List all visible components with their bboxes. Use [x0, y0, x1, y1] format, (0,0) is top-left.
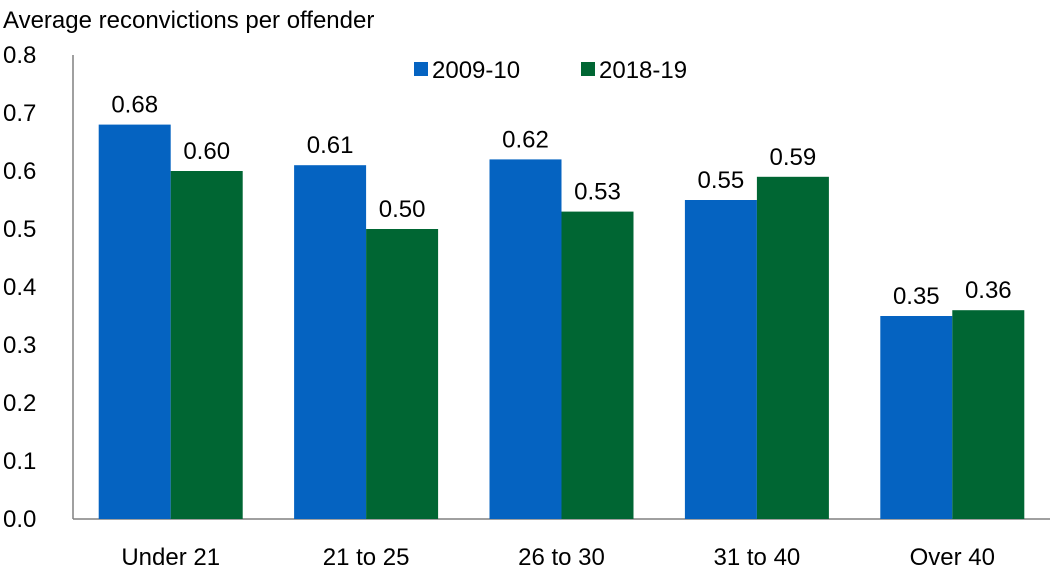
bar-data-label: 0.36 — [965, 277, 1012, 304]
x-axis-labels: Under 21 21 to 25 26 to 30 31 to 40 Over 40 — [121, 544, 995, 571]
bar-2009-10-under-21 — [98, 124, 171, 519]
legend: 2009-10 2018-19 — [414, 57, 687, 84]
bar-2018-19-under-21 — [170, 171, 243, 519]
legend-swatch-2018-19 — [581, 62, 595, 76]
bar-2009-10-26-to-30 — [489, 159, 562, 519]
bar-2018-19-26-to-30 — [561, 211, 634, 519]
bar-2009-10-31-to-40 — [684, 200, 757, 519]
bar-2018-19-over-40 — [952, 310, 1025, 519]
bars — [98, 124, 1025, 520]
y-tick-label: 0.2 — [3, 390, 36, 417]
legend-swatch-2009-10 — [414, 62, 428, 76]
x-tick-label: Under 21 — [121, 544, 220, 571]
y-tick-label: 0.5 — [3, 216, 36, 243]
y-tick-label: 0.1 — [3, 448, 36, 475]
x-tick-label: Over 40 — [910, 544, 995, 571]
x-tick-label: 21 to 25 — [323, 544, 410, 571]
legend-label: 2018-19 — [599, 57, 687, 84]
y-axis-title: Average reconvictions per offender — [3, 7, 374, 34]
y-tick-label: 0.7 — [3, 100, 36, 127]
bar-data-label: 0.35 — [893, 283, 940, 310]
x-tick-label: 26 to 30 — [518, 544, 605, 571]
bar-data-label: 0.68 — [111, 92, 158, 119]
bar-2018-19-31-to-40 — [756, 176, 829, 520]
bar-2009-10-21-to-25 — [294, 165, 367, 519]
legend-label: 2009-10 — [432, 57, 520, 84]
bar-labels: 0.68 0.60 0.61 0.50 0.62 0.53 0.55 0.59 0.35 0.36 — [111, 92, 1011, 310]
bar-2018-19-21-to-25 — [366, 229, 439, 519]
bar-data-label: 0.60 — [183, 138, 230, 165]
bar-data-label: 0.55 — [698, 167, 745, 194]
bar-2009-10-over-40 — [880, 316, 953, 519]
bar-data-label: 0.62 — [502, 126, 549, 153]
bar-data-label: 0.61 — [307, 132, 354, 159]
y-tick-label: 0.4 — [3, 274, 36, 301]
bar-data-label: 0.53 — [574, 179, 621, 206]
y-tick-label: 0.6 — [3, 158, 36, 185]
bar-data-label: 0.50 — [379, 196, 426, 223]
y-tick-label: 0.3 — [3, 332, 36, 359]
y-tick-label: 0.0 — [3, 506, 36, 533]
x-tick-label: 31 to 40 — [714, 544, 801, 571]
y-axis-ticks: 0.0 0.1 0.2 0.3 0.4 0.5 0.6 0.7 0.8 — [3, 42, 36, 533]
bar-data-label: 0.59 — [770, 144, 817, 171]
y-tick-label: 0.8 — [3, 42, 36, 69]
